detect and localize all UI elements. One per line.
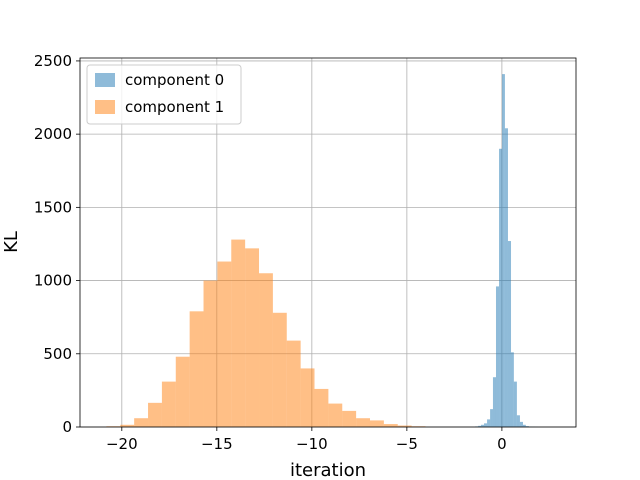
histogram-bar-component-1 bbox=[148, 402, 162, 427]
histogram-bar-component-1 bbox=[272, 312, 287, 427]
histogram-bar-component-1 bbox=[259, 273, 273, 427]
histogram-bar-component-1 bbox=[369, 420, 384, 427]
histogram-bar-component-0 bbox=[480, 424, 485, 427]
histogram-bar-component-1 bbox=[189, 311, 204, 427]
y-tick-label: 500 bbox=[43, 345, 72, 363]
histogram-bar-component-0 bbox=[478, 425, 481, 427]
histogram-bar-component-0 bbox=[525, 426, 529, 427]
histogram-bar-component-0 bbox=[495, 286, 500, 427]
histogram-bar-component-1 bbox=[383, 424, 398, 427]
histogram-bar-component-1 bbox=[203, 280, 218, 427]
legend-swatch-component-0 bbox=[95, 73, 115, 87]
y-tick-label: 1000 bbox=[34, 272, 72, 290]
histogram-bar-component-0 bbox=[516, 415, 520, 427]
histogram-bar-component-0 bbox=[522, 424, 526, 427]
y-axis-label: KL bbox=[1, 231, 22, 253]
histogram-bar-component-0 bbox=[502, 74, 505, 427]
x-tick-label: −15 bbox=[201, 435, 233, 453]
y-tick-label: 2500 bbox=[34, 52, 72, 70]
y-tick-label: 0 bbox=[62, 418, 72, 436]
histogram-bar-component-0 bbox=[492, 377, 496, 427]
histogram-bar-component-1 bbox=[161, 381, 176, 427]
legend-label-component-1: component 1 bbox=[125, 98, 224, 116]
histogram-bar-component-0 bbox=[513, 381, 517, 427]
y-tick-label: 1500 bbox=[34, 198, 72, 216]
bars-layer bbox=[106, 74, 538, 428]
histogram-bar-component-0 bbox=[490, 409, 493, 427]
histogram-bar-component-1 bbox=[328, 403, 343, 427]
histogram-bar-component-1 bbox=[342, 410, 357, 427]
histogram-bar-component-0 bbox=[519, 421, 523, 427]
legend-label-component-0: component 0 bbox=[125, 71, 224, 89]
x-tick-label: 0 bbox=[497, 435, 507, 453]
legend-frame bbox=[86, 64, 242, 125]
histogram-bar-component-0 bbox=[487, 419, 491, 427]
histogram-bar-component-1 bbox=[397, 425, 412, 427]
x-tick-label: −20 bbox=[106, 435, 138, 453]
y-tick-label: 2000 bbox=[34, 125, 72, 143]
x-tick-label: −10 bbox=[296, 435, 328, 453]
histogram-bar-component-1 bbox=[134, 418, 149, 427]
histogram-bar-component-0 bbox=[511, 352, 514, 427]
legend-swatch-component-1 bbox=[95, 100, 115, 114]
histogram-bar-component-1 bbox=[300, 368, 315, 427]
x-axis-label: iteration bbox=[290, 460, 366, 480]
histogram-bar-component-0 bbox=[484, 423, 488, 427]
histogram-bar-component-0 bbox=[507, 241, 512, 427]
legend: component 0 component 1 bbox=[86, 64, 242, 125]
histogram-bar-component-0 bbox=[504, 128, 508, 428]
histogram-bar-component-1 bbox=[286, 340, 301, 427]
ticks-layer: −20 −15 −10 −5 0 0 500 1000 1500 2000 2500 bbox=[34, 52, 507, 453]
histogram-bar-component-1 bbox=[217, 261, 232, 427]
histogram-bar-component-1 bbox=[356, 418, 370, 427]
histogram-bar-component-0 bbox=[499, 148, 503, 428]
histogram-bar-component-1 bbox=[120, 424, 135, 427]
x-tick-label: −5 bbox=[396, 435, 418, 453]
plot-frame bbox=[79, 57, 577, 428]
histogram-bar-component-1 bbox=[175, 356, 190, 427]
histogram-bar-component-1 bbox=[231, 239, 246, 427]
histogram-bar-component-1 bbox=[245, 248, 260, 427]
histogram-bar-component-1 bbox=[314, 388, 329, 427]
